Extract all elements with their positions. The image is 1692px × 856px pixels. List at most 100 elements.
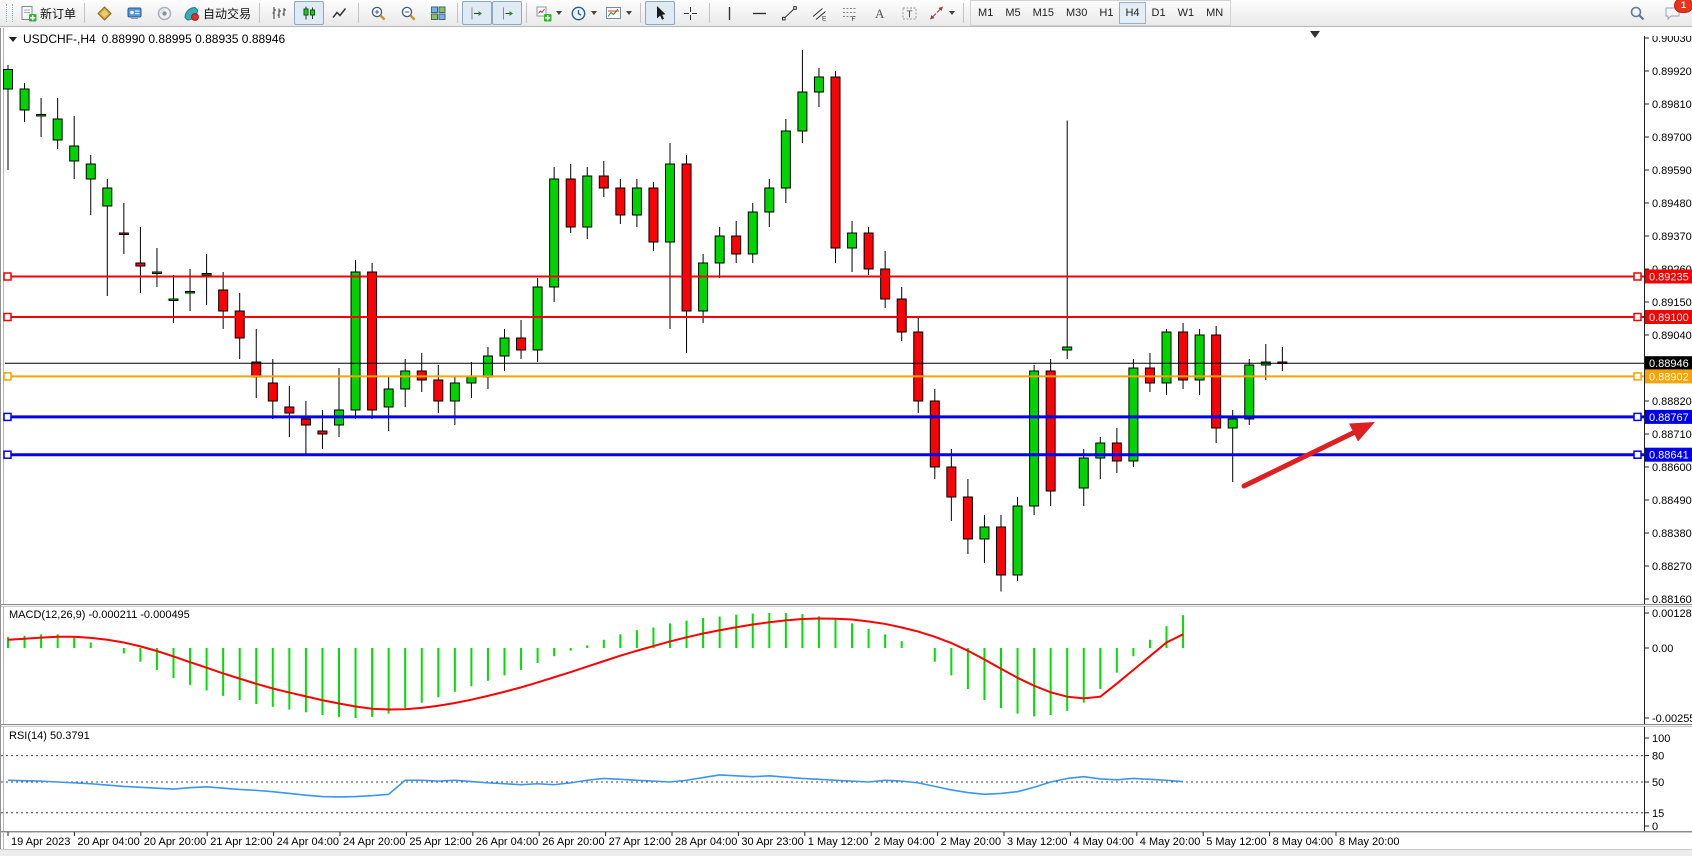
line-anchor[interactable] [1633, 412, 1642, 422]
rsi-pane[interactable]: 100 80 50 150 [1, 727, 1692, 831]
trend-arrow[interactable] [1241, 422, 1375, 489]
timeframe-m30-button[interactable]: M30 [1066, 7, 1088, 19]
line-anchor[interactable] [1633, 272, 1642, 281]
trendline-button[interactable] [774, 1, 804, 25]
indicators-button[interactable] [531, 1, 566, 25]
time-axis[interactable]: 19 Apr 2023 20 Apr 04:00 20 Apr 20:00 21 Ap… [1, 832, 1692, 849]
macd-pane[interactable]: 0.00128 0.00 -0.002559 [1, 606, 1692, 724]
chart-shift-button[interactable] [492, 1, 523, 25]
arrows-button[interactable] [924, 1, 959, 25]
price-tag-label: 0.88902 [1649, 371, 1689, 383]
line-chart-button[interactable] [324, 1, 354, 25]
templates-button[interactable] [601, 1, 636, 25]
search-button[interactable] [1622, 2, 1652, 26]
time-tick-label: 26 Apr 20:00 [542, 836, 604, 848]
line-anchor[interactable] [3, 272, 12, 281]
price-chart-pane[interactable]: 0.90030 0.89920 0.89810 0.89700 0.89590 0.894… [1, 36, 1692, 604]
hline-button[interactable] [744, 1, 774, 25]
svg-text:A: A [875, 6, 885, 21]
candle-body [615, 187, 626, 216]
candle-body [863, 232, 874, 270]
macd-tick-label: -0.002559 [1652, 713, 1692, 724]
pane-separator[interactable] [1, 604, 1692, 607]
symbol-dropdown-icon[interactable] [9, 36, 17, 42]
profile-button[interactable] [119, 1, 149, 25]
price-tag-label: 0.88946 [1649, 358, 1689, 370]
candle [598, 161, 609, 197]
new-order-button[interactable]: 新订单 [16, 1, 80, 25]
candle [1244, 359, 1255, 425]
candle-body [3, 69, 13, 90]
chat-button[interactable]: 1 [1658, 0, 1692, 26]
hline-icon [752, 12, 766, 14]
channel-button[interactable]: E [804, 1, 834, 25]
price-tag [1645, 447, 1692, 462]
trendline-icon [781, 5, 797, 20]
vline-button[interactable] [714, 1, 744, 25]
bar-chart-button[interactable] [264, 1, 294, 25]
toolbar-separator [640, 3, 642, 23]
line-anchor[interactable] [3, 312, 12, 322]
candle [400, 359, 411, 407]
timeframe-h1-button[interactable]: H1 [1099, 7, 1114, 19]
line-anchor[interactable] [1633, 312, 1642, 322]
candle [102, 179, 113, 296]
candle-body [1194, 334, 1205, 381]
auto-trading-button[interactable]: 自动交易 [179, 1, 255, 25]
candle [615, 179, 626, 224]
price-tick-label: 0.89700 [1652, 132, 1692, 144]
candle [36, 98, 47, 137]
candle-body [1078, 457, 1089, 489]
line-anchor[interactable] [3, 372, 12, 381]
timeframe-m1-button[interactable]: M1 [978, 7, 994, 19]
periods-icon [571, 6, 586, 20]
candle-body [847, 232, 858, 249]
periods-button[interactable] [566, 1, 601, 25]
timeframe-mn-button[interactable]: MN [1206, 7, 1224, 19]
candle-body [1095, 442, 1106, 459]
timeframe-w1-button[interactable]: W1 [1177, 7, 1195, 19]
candle-body [383, 388, 394, 408]
chart-shift-marker[interactable] [1310, 31, 1320, 38]
line-anchor[interactable] [1633, 372, 1642, 381]
auto-scroll-button[interactable] [462, 1, 493, 25]
candle [1161, 329, 1172, 395]
timeframe-group: M1 M5 M15 M30 H1 H4 D1 W1 MN [970, 0, 1232, 26]
timeframe-m15-button[interactable]: M15 [1032, 7, 1054, 19]
dropdown-caret-icon [556, 11, 563, 15]
candle [416, 353, 427, 392]
candle [1029, 365, 1040, 515]
timeframe-m5-button[interactable]: M5 [1005, 7, 1021, 19]
timeframe-d1-button[interactable]: D1 [1151, 7, 1166, 19]
line-anchor[interactable] [3, 450, 12, 459]
timeframe-h4-button[interactable]: H4 [1119, 2, 1146, 24]
price-tick-label: 0.88600 [1652, 462, 1692, 474]
arrow-head[interactable] [1349, 422, 1375, 442]
tile-windows-button[interactable] [423, 1, 453, 25]
candle-chart-button[interactable] [294, 1, 325, 25]
fibonacci-button[interactable]: F [834, 1, 864, 25]
line-anchor[interactable] [3, 412, 12, 422]
text-button[interactable]: A [864, 1, 894, 25]
toolbar-separator [358, 3, 360, 23]
arrow-shaft[interactable] [1241, 429, 1358, 489]
text-label-button[interactable]: T [894, 1, 924, 25]
pane-separator[interactable] [1, 831, 1692, 833]
pane-separator[interactable] [1, 724, 1692, 727]
candle-body [466, 376, 477, 384]
crosshair-button[interactable] [675, 1, 705, 25]
price-tick-label: 0.88160 [1652, 594, 1692, 604]
time-tick-label: 4 May 04:00 [1073, 836, 1134, 848]
toolbar-right: 1 [1622, 0, 1692, 27]
zoom-in-button[interactable] [363, 1, 393, 25]
text-icon: A [875, 6, 885, 21]
broadcast-button[interactable] [149, 1, 179, 25]
candle [201, 254, 212, 305]
charts-button[interactable] [89, 1, 119, 25]
candle [52, 98, 63, 149]
cursor-button[interactable] [645, 1, 676, 25]
price-tick-label: 0.89590 [1652, 165, 1692, 177]
line-anchor[interactable] [1633, 450, 1642, 459]
zoom-out-button[interactable] [393, 1, 423, 25]
candle-body [499, 337, 510, 357]
